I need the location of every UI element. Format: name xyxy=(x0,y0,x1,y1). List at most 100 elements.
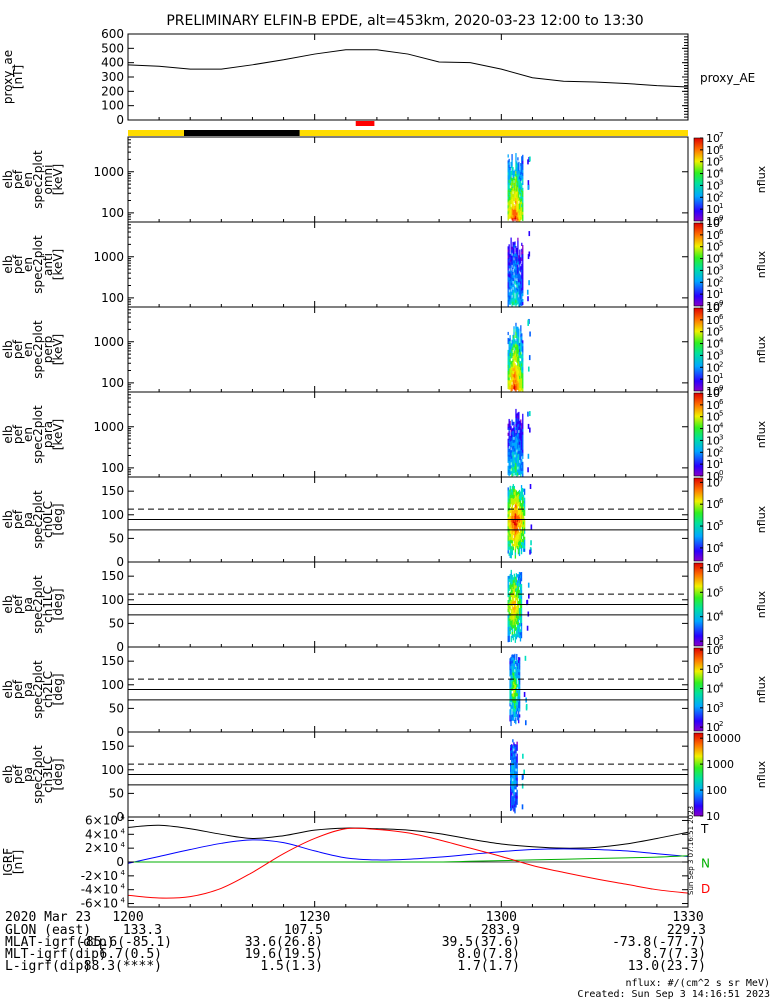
pa_ch1-burst-cell xyxy=(510,581,512,586)
pa_ch3-burst-cell xyxy=(515,780,517,784)
pa_ch1-burst-cell xyxy=(511,631,513,636)
pa_ch2-burst-cell xyxy=(511,654,513,658)
en_omni-burst-cell xyxy=(511,154,513,158)
en_para-burst-cell xyxy=(517,457,519,461)
en_omni-burst-cell xyxy=(519,218,521,222)
en_perp-burst-cell xyxy=(518,340,520,344)
igrf-ytick-label-6: 6×10 xyxy=(85,813,118,827)
pa_ch2-burst-cell xyxy=(515,718,517,722)
en_anti-burst-cell xyxy=(520,290,522,294)
pa_ch1-burst-cell xyxy=(508,578,510,582)
pa_ch0-burst-cell xyxy=(516,498,519,502)
pa_ch0-burst-cell xyxy=(519,527,522,531)
pa_ch0-burst-cell xyxy=(519,518,522,522)
pa_ch0-burst-cell xyxy=(519,515,522,519)
pa_ch2-burst-cell xyxy=(515,706,517,710)
pa_ch1-burst-cell xyxy=(520,608,523,612)
pa_ch1-burst-cell xyxy=(512,619,514,623)
en_para-burst-cell xyxy=(520,425,522,429)
pa_ch2-burst-cell xyxy=(512,717,514,721)
pa_ch2-burst-cell xyxy=(512,678,514,682)
pa_ch0-burst-cell xyxy=(521,505,524,510)
pa_ch1-burst-cell xyxy=(518,616,521,621)
en_perp-burst-cell xyxy=(509,374,511,378)
en_para-burst-cell xyxy=(518,417,520,422)
pa_ch1-cbar-exp-1: 4 xyxy=(719,610,724,618)
pa_ch3-burst-cell xyxy=(514,759,516,763)
pa_ch0-burst-cell xyxy=(508,543,510,547)
pa_ch3-burst-cell xyxy=(514,810,516,814)
pa_ch2-burst-cell xyxy=(512,711,514,715)
pa_ch0-cbar-label-2: 10 xyxy=(706,498,720,511)
pa_ch0-burst-cell xyxy=(522,530,525,534)
en_para-burst-cell xyxy=(517,463,519,467)
pa_ch0-burst-cell xyxy=(516,531,519,535)
en_para-burst-cell xyxy=(515,450,517,455)
en_omni-burst-cell xyxy=(509,178,511,183)
en_anti-burst-cell xyxy=(512,256,514,261)
pa_ch3-burst-cell xyxy=(516,753,518,757)
pa_ch2-burst-cell xyxy=(511,672,513,676)
en_para-burst-cell xyxy=(514,442,516,446)
en_perp-burst-cell xyxy=(517,353,519,358)
en_para-burst-cell xyxy=(508,421,510,426)
en_anti-cbar-label-1: 10 xyxy=(706,288,720,301)
en_anti-burst-cell xyxy=(512,274,514,279)
pa_ch0-burst-cell xyxy=(513,542,516,547)
en_anti-burst-cell xyxy=(510,270,512,274)
en_perp-burst-cell xyxy=(519,351,521,356)
en_omni-burst-cell xyxy=(522,154,524,158)
en_perp-cbar-label-2: 10 xyxy=(706,361,720,374)
pa_ch1-burst-cell xyxy=(518,634,521,639)
pa_ch0-burst-cell xyxy=(521,490,524,495)
en_para-burst-cell xyxy=(514,457,516,461)
pa_ch0-burst-cell xyxy=(511,512,513,517)
pa_ch1-burst-cell xyxy=(510,578,512,583)
en_omni-burst-cell xyxy=(507,205,509,209)
en_para-burst-cell xyxy=(522,416,524,420)
pa_ch2-cbar-exp-2: 4 xyxy=(719,682,724,690)
pa_ch0-burst-cell xyxy=(514,555,517,559)
en_omni-burst-cell xyxy=(520,214,522,218)
en_anti-burst-cell xyxy=(508,295,510,299)
en_perp-burst-cell xyxy=(515,346,517,350)
pa_ch1-burst-cell xyxy=(514,636,517,640)
en_para-burst-cell xyxy=(509,444,511,449)
pa_ch1-burst-cell xyxy=(517,607,520,611)
pa_ch0-burst-cell xyxy=(512,532,515,536)
en_para-burst-cell xyxy=(510,453,512,457)
pa_ch0-burst-cell xyxy=(512,529,515,533)
pa_ch1-burst-cell xyxy=(509,631,511,635)
pa_ch0-burst-cell xyxy=(516,513,519,517)
pa_ch1-burst-cell xyxy=(516,628,519,632)
en_perp-burst-cell xyxy=(514,357,516,361)
pa_ch2-burst-cell xyxy=(519,684,521,688)
en_anti-burst-cell xyxy=(508,286,510,290)
pa_ch0-burst-cell xyxy=(523,521,526,525)
en_omni-burst-cell xyxy=(509,181,511,186)
en_anti-colorbar xyxy=(693,222,704,307)
pa_ch1-burst-cell xyxy=(517,589,520,593)
en_anti-ylabel-line-5: [keV] xyxy=(51,249,65,280)
ephemeris-row-mlat-label: MLAT-igrf(dip) xyxy=(5,935,115,950)
pa_ch2-burst-cell xyxy=(509,691,511,695)
en_perp-burst-cell xyxy=(515,367,517,371)
pa_ch1-burst-cell xyxy=(510,599,512,604)
pa_ch3-burst-cell xyxy=(510,795,512,800)
en_para-burst-cell xyxy=(517,469,519,473)
en_perp-burst-cell xyxy=(508,368,510,372)
en_perp-burst-cell xyxy=(510,343,512,347)
en_para-burst-cell xyxy=(516,467,518,471)
en_perp-burst-cell xyxy=(518,331,520,335)
pa_ch0-burst-cell xyxy=(519,509,522,513)
pa_ch1-burst-cell xyxy=(508,635,510,639)
en_omni-burst-cell xyxy=(512,215,514,219)
en_para-burst-cell xyxy=(513,424,515,428)
en_perp-burst-cell xyxy=(511,387,513,391)
en_omni-burst-cell xyxy=(520,193,522,197)
en_anti-burst-cell xyxy=(510,261,512,265)
pa_ch0-ylabel-line-0: elb xyxy=(1,510,15,528)
en_anti-burst-cell xyxy=(520,299,522,303)
pa_ch3-burst-cell xyxy=(513,805,515,809)
